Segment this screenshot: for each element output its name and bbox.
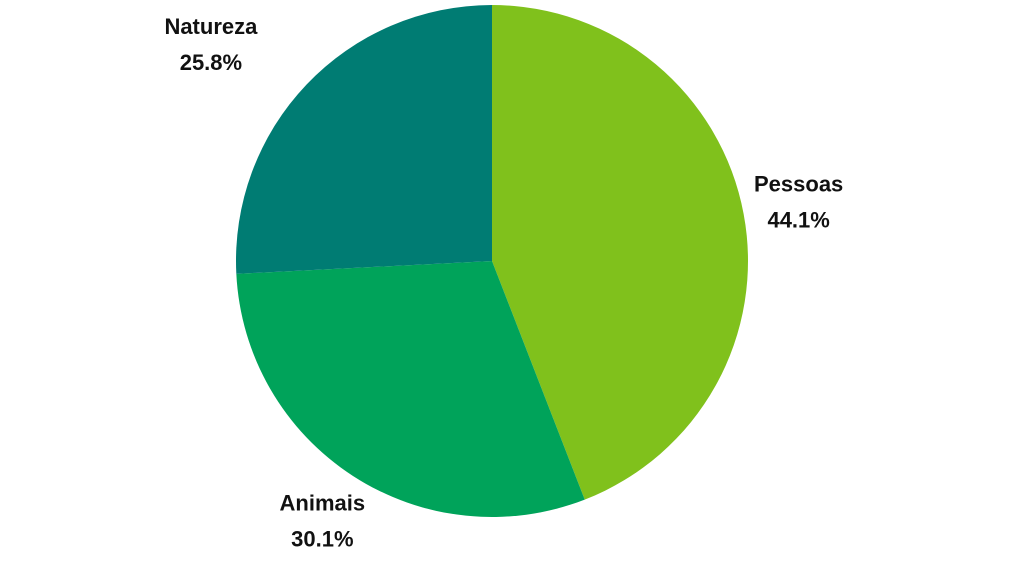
value-label: 44.1%: [767, 207, 829, 232]
pie-slice: [236, 261, 585, 517]
pie-slice: [236, 5, 492, 274]
value-label: 30.1%: [291, 527, 353, 552]
value-label: 25.8%: [180, 50, 242, 75]
pie-slice: [492, 5, 748, 500]
slice-label: Pessoas: [754, 171, 843, 196]
slice-label: Natureza: [164, 14, 258, 39]
slice-label: Animais: [280, 491, 366, 516]
